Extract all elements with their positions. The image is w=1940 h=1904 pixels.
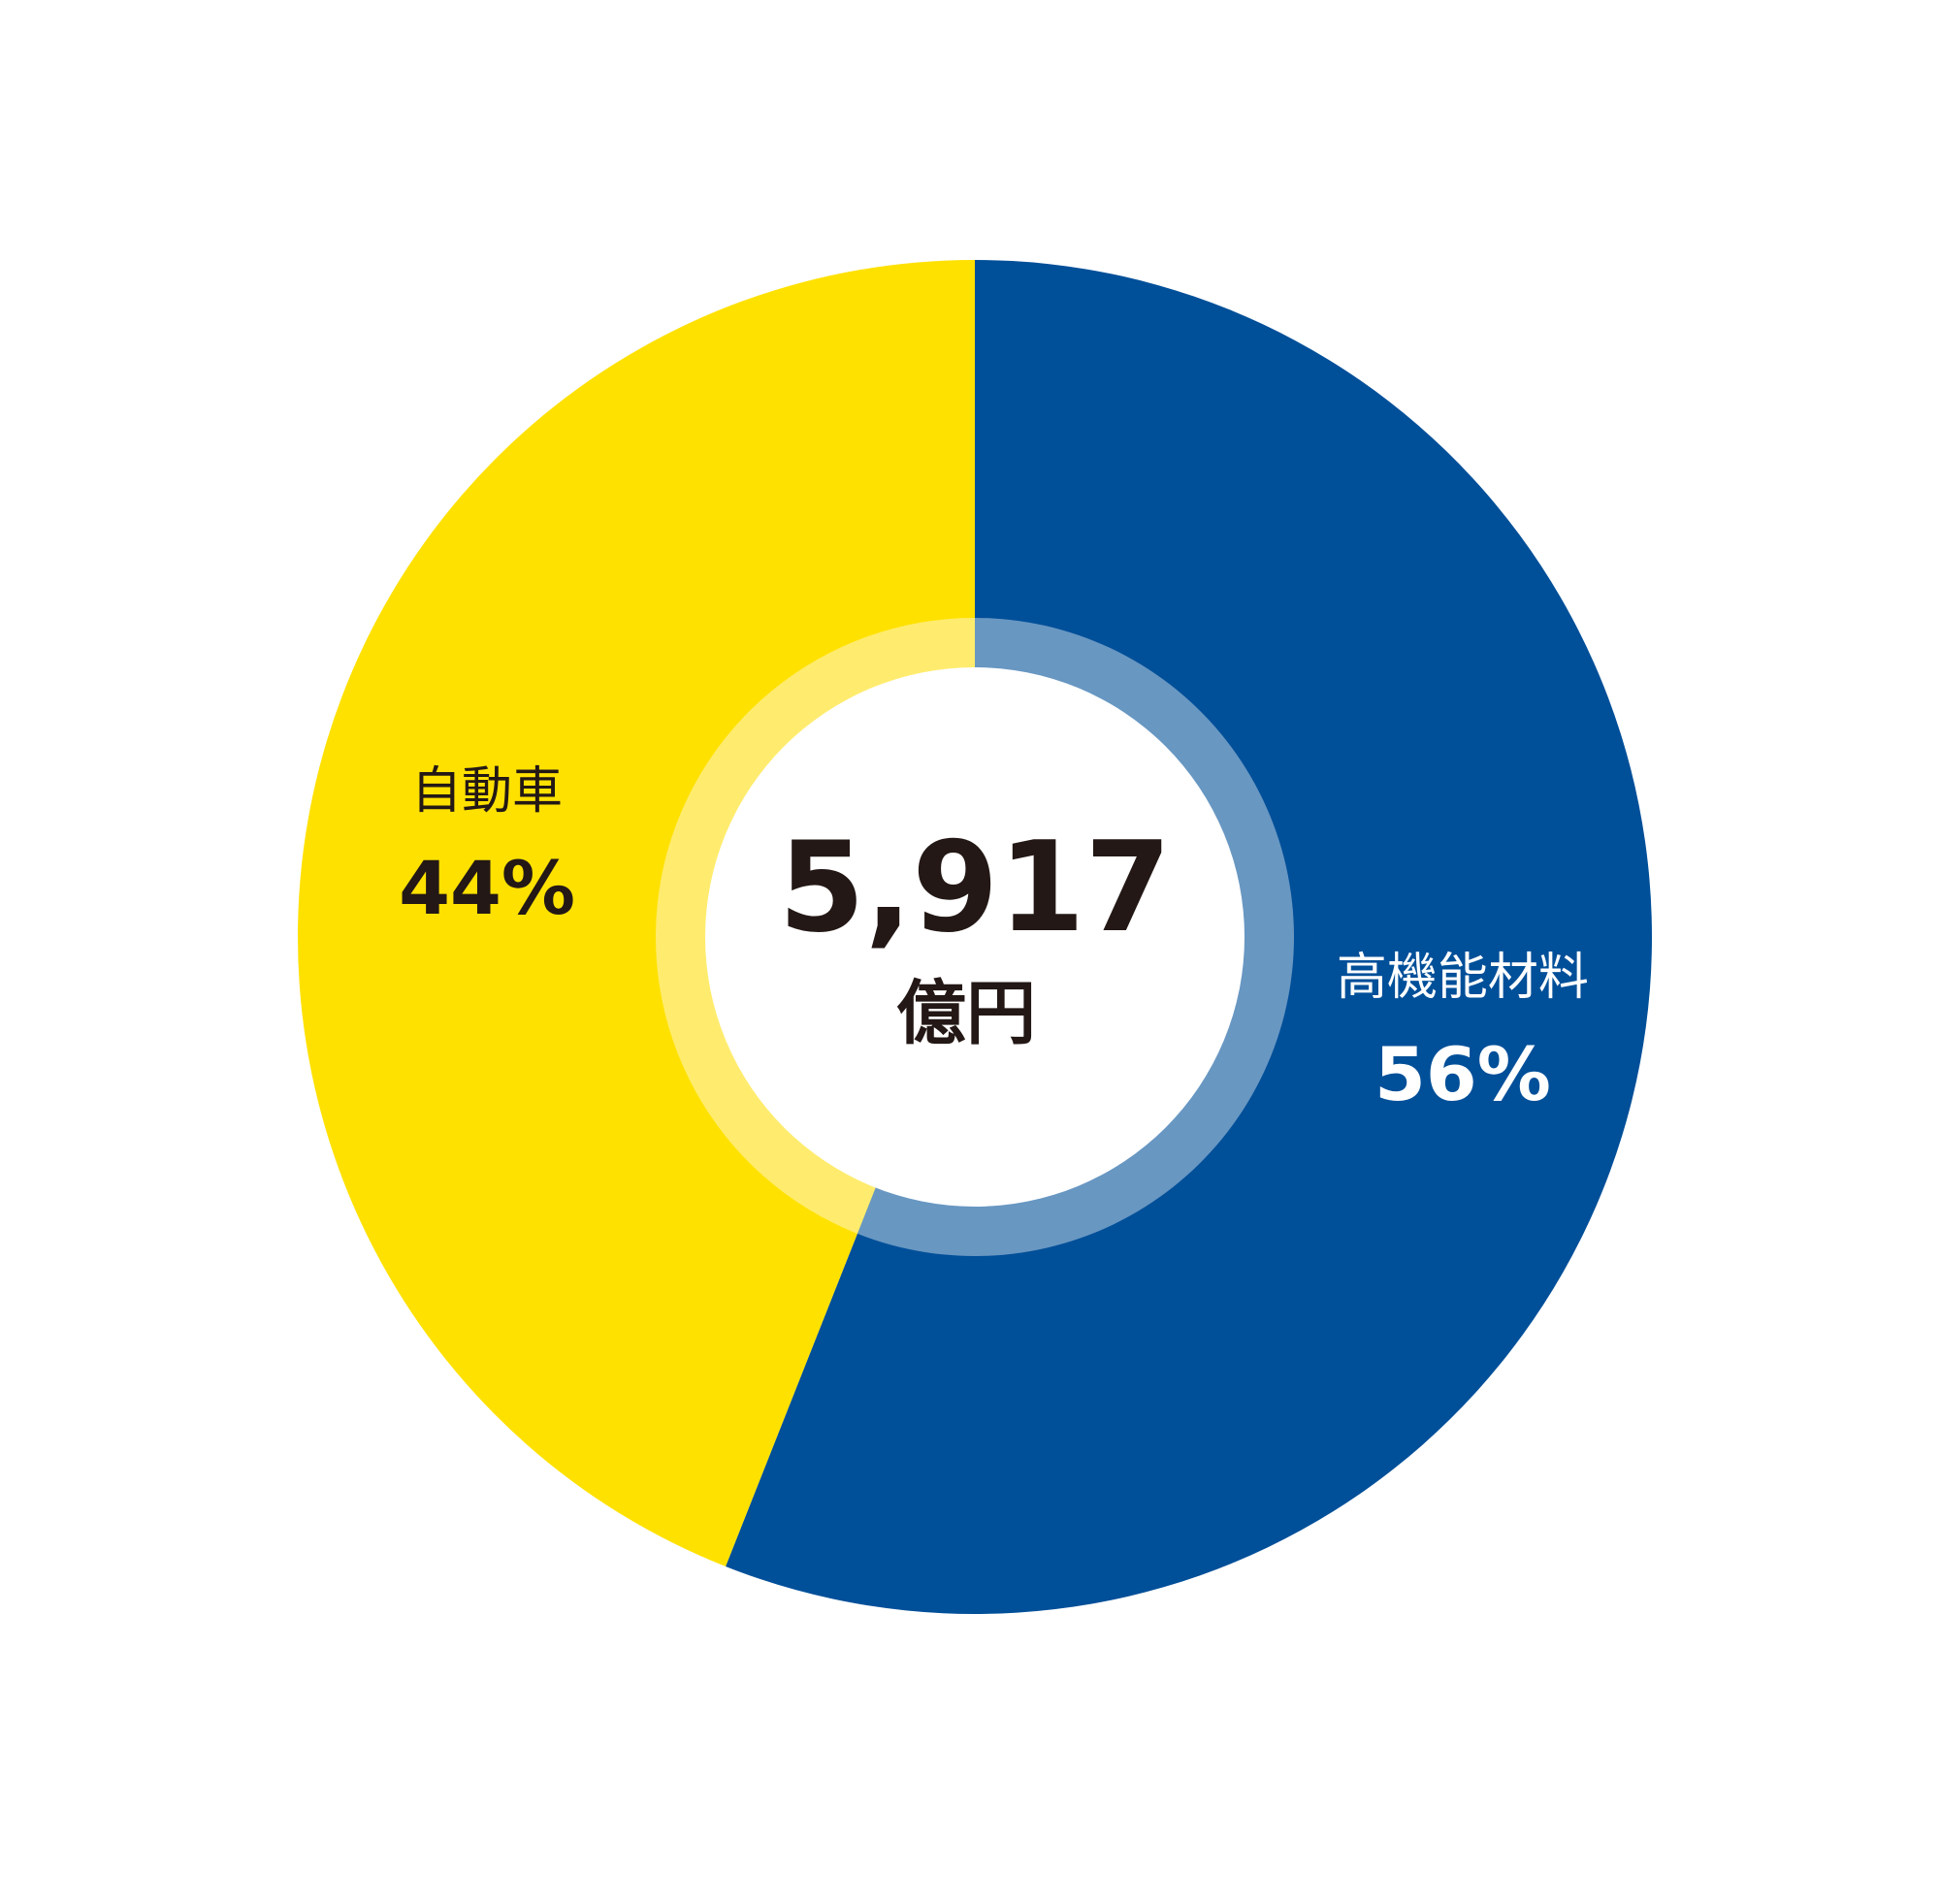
slice (297, 260, 975, 1566)
slice-label: 高機能材料 (1337, 949, 1589, 1007)
value-label: 56% (1374, 1031, 1551, 1117)
value-label: 44% (399, 845, 575, 931)
slice-label: 自動車 (411, 762, 563, 821)
center-unit: 億円 (896, 973, 1036, 1054)
center-value: 5,917 (779, 816, 1172, 960)
donut-hole (705, 667, 1245, 1207)
